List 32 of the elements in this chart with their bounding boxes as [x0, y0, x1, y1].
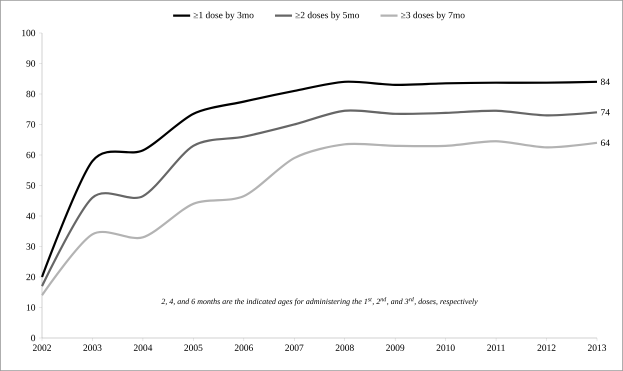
line-series [40, 109, 598, 288]
y-tick-label: 90 [26, 60, 36, 67]
data-label: 64 [600, 140, 610, 146]
y-tick-label: 60 [26, 152, 36, 158]
y-tick-label: 10 [26, 304, 36, 311]
data-label: 84 [600, 78, 610, 85]
x-tick-label: 2003 [83, 344, 102, 351]
x-tick-label: 2012 [538, 344, 556, 351]
x-tick-label: 2004 [134, 344, 152, 351]
x-tick-label: 2010 [436, 344, 455, 351]
data-label: 74 [601, 109, 610, 116]
x-tick-label: 2002 [32, 344, 51, 351]
y-tick-label: 100 [22, 30, 36, 36]
y-tick-label: 40 [26, 212, 36, 220]
y-tick-label: 30 [26, 243, 36, 250]
y-tick-label: 80 [26, 90, 36, 98]
x-tick-label: 2006 [234, 344, 254, 351]
line-series [40, 140, 598, 296]
x-tick-label: 2008 [336, 344, 354, 351]
line-series [40, 80, 598, 278]
x-tick-label: 2007 [285, 344, 304, 351]
x-tick-label: 2013 [588, 344, 606, 351]
y-tick-label: 50 [26, 182, 36, 189]
y-tick-label: 20 [26, 274, 36, 280]
y-tick-label: 0 [31, 334, 36, 342]
y-tick-label: 70 [26, 121, 36, 128]
x-tick-label: 2005 [184, 344, 202, 351]
legend-label: ≥3 doses by 7mo [401, 12, 465, 20]
x-tick-label: 2011 [487, 344, 505, 351]
legend-label: ≥1 dose by 3mo [194, 12, 254, 20]
legend-label: ≥2 doses by 5mo [295, 12, 360, 20]
x-tick-label: 2009 [386, 344, 404, 351]
